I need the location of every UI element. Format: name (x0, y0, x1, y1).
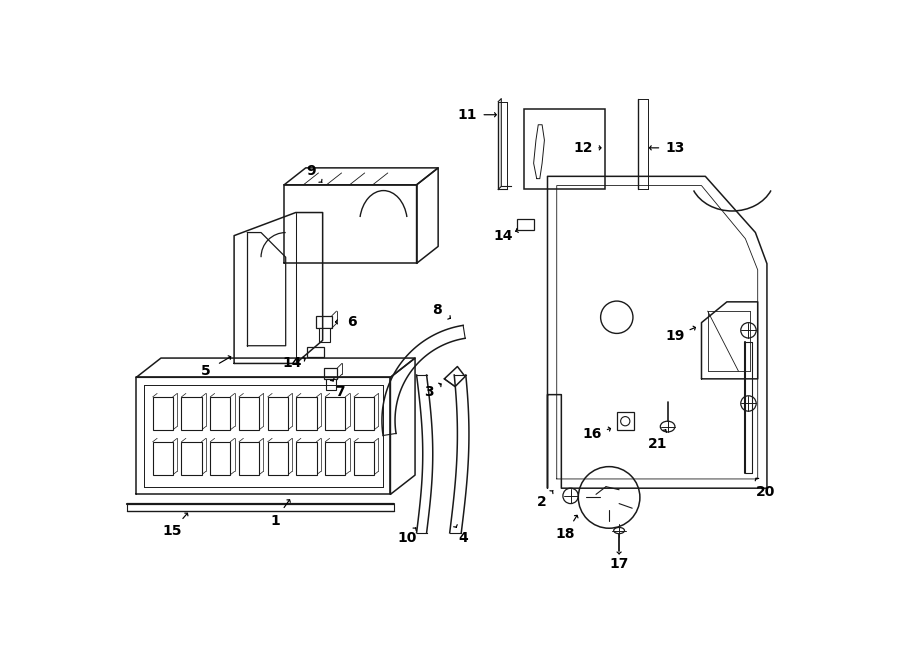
Text: 13: 13 (666, 141, 685, 155)
Bar (324, 368, 338, 379)
Text: 11: 11 (458, 108, 477, 122)
Text: 21: 21 (648, 436, 668, 451)
Text: 20: 20 (756, 485, 775, 499)
Text: 18: 18 (555, 527, 575, 541)
Bar (296, 442, 317, 475)
Text: 8: 8 (432, 303, 442, 317)
Text: 3: 3 (424, 385, 434, 399)
Bar (616, 412, 634, 430)
Text: 12: 12 (573, 141, 593, 155)
Text: 15: 15 (163, 524, 182, 537)
Bar (354, 442, 374, 475)
Bar (325, 442, 346, 475)
Bar (211, 442, 230, 475)
Text: 14: 14 (494, 229, 513, 243)
Bar (239, 442, 259, 475)
Bar (182, 442, 202, 475)
Text: 17: 17 (609, 557, 629, 570)
Text: 10: 10 (398, 531, 417, 545)
Text: 7: 7 (335, 385, 345, 399)
Bar (525, 108, 605, 190)
Bar (239, 397, 259, 430)
Bar (317, 316, 332, 328)
Bar (153, 442, 173, 475)
Bar (267, 397, 288, 430)
Bar (325, 397, 346, 430)
Text: 2: 2 (537, 495, 547, 509)
Text: 1: 1 (270, 514, 280, 527)
Bar (354, 397, 374, 430)
Bar (296, 397, 317, 430)
Bar (319, 328, 329, 342)
Text: 14: 14 (282, 356, 302, 370)
Bar (267, 442, 288, 475)
Text: 4: 4 (458, 531, 468, 545)
Text: 9: 9 (306, 164, 316, 178)
Text: 16: 16 (582, 427, 602, 442)
Bar (153, 397, 173, 430)
Bar (326, 379, 336, 389)
Text: 19: 19 (666, 329, 685, 343)
Bar (517, 219, 534, 230)
Text: 6: 6 (347, 315, 356, 329)
Bar (182, 397, 202, 430)
Bar (211, 397, 230, 430)
Bar (562, 161, 571, 173)
Bar (307, 346, 324, 358)
Bar (560, 147, 569, 161)
Text: 5: 5 (201, 364, 211, 378)
